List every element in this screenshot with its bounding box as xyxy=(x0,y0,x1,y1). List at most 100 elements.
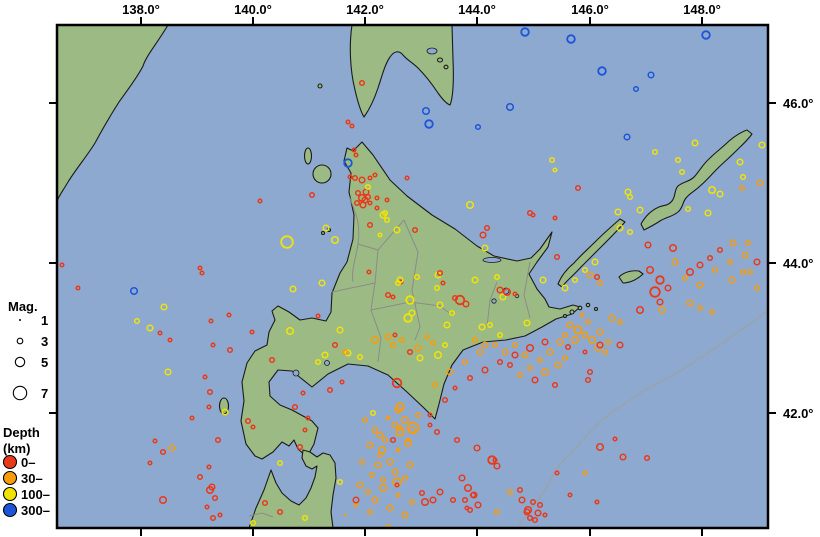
earthquake-marker xyxy=(366,221,374,229)
earthquake-marker xyxy=(421,106,431,116)
earthquake-marker xyxy=(443,321,451,329)
legend-depth-circle-0 xyxy=(2,454,18,470)
earthquake-marker xyxy=(493,508,501,516)
earthquake-marker xyxy=(369,409,377,417)
earthquake-marker xyxy=(189,415,195,421)
earthquake-marker xyxy=(330,235,340,245)
earthquake-marker xyxy=(210,342,216,348)
earthquake-marker xyxy=(521,351,529,359)
earthquake-marker xyxy=(696,261,704,269)
earthquake-marker xyxy=(739,173,747,181)
earthquake-marker xyxy=(736,158,744,166)
earthquake-marker xyxy=(158,495,168,505)
earthquake-marker xyxy=(516,371,524,379)
axis-labels: 138.0° 140.0° 142.0° 144.0° 146.0° 148.0… xyxy=(122,2,813,421)
earthquake-marker xyxy=(711,266,719,274)
earthquake-marker xyxy=(401,511,409,519)
earthquake-marker xyxy=(291,403,299,411)
earthquake-marker xyxy=(408,498,416,506)
earthquake-marker xyxy=(579,312,585,318)
earthquake-marker xyxy=(619,453,627,461)
island-rishiri xyxy=(312,164,332,184)
earthquake-marker xyxy=(244,417,252,425)
earthquake-marker xyxy=(469,491,477,499)
earthquake-marker xyxy=(554,361,562,369)
earthquake-marker xyxy=(366,269,372,275)
earthquake-marker xyxy=(738,184,746,192)
earthquake-marker xyxy=(427,422,433,428)
earthquake-marker xyxy=(644,241,652,249)
earthquake-marker xyxy=(553,253,561,261)
earthquake-marker xyxy=(378,483,388,493)
earthquake-marker xyxy=(511,351,519,359)
earthquake-marker xyxy=(597,66,607,76)
earthquake-marker xyxy=(668,243,678,253)
earthquake-marker xyxy=(474,123,482,131)
earthquake-marker xyxy=(541,338,549,346)
lon-label-140: 140.0° xyxy=(234,2,272,17)
earthquake-marker xyxy=(523,508,531,516)
lake-saroma xyxy=(482,257,502,263)
earthquake-marker xyxy=(395,447,401,453)
earthquake-marker xyxy=(364,488,372,496)
earthquake-marker xyxy=(395,402,405,412)
earthquake-marker xyxy=(536,501,544,509)
earthquake-marker xyxy=(614,208,622,216)
earthquake-marker xyxy=(389,341,397,349)
earthquake-marker xyxy=(451,294,459,302)
earthquake-marker xyxy=(377,232,383,238)
earthquake-marker xyxy=(351,147,357,153)
island-rebun xyxy=(303,147,313,165)
earthquake-marker xyxy=(561,354,569,362)
earthquake-marker xyxy=(511,341,519,349)
earthquake-marker xyxy=(448,309,456,317)
earthquake-marker xyxy=(353,199,361,207)
earthquake-marker xyxy=(664,284,672,292)
earthquake-marker xyxy=(391,377,403,389)
earthquake-marker xyxy=(643,454,651,462)
earthquake-marker xyxy=(636,206,644,214)
earthquake-marker xyxy=(645,265,655,275)
earthquake-marker xyxy=(461,496,469,504)
earthquake-marker xyxy=(593,273,601,281)
earthquake-marker xyxy=(446,368,454,376)
earthquake-marker xyxy=(655,275,665,285)
earthquake-marker xyxy=(359,201,367,209)
earthquake-marker xyxy=(418,489,426,497)
earthquake-marker xyxy=(285,326,295,336)
earthquake-marker xyxy=(289,285,297,293)
earthquake-marker xyxy=(398,336,406,344)
earthquake-marker xyxy=(393,226,401,234)
earthquake-marker xyxy=(466,374,474,382)
earthquake-marker xyxy=(526,514,534,522)
earthquake-marker xyxy=(358,458,366,466)
earthquake-marker xyxy=(405,437,411,443)
earthquake-marker xyxy=(226,312,232,318)
earthquake-marker xyxy=(461,358,469,366)
earthquake-marker xyxy=(546,348,554,356)
earthquake-marker xyxy=(314,358,322,366)
lakes xyxy=(292,47,520,377)
landmass-sakhalin xyxy=(349,25,454,118)
earthquake-marker xyxy=(649,286,661,298)
earthquake-marker xyxy=(353,152,359,158)
earthquake-marker xyxy=(384,197,390,203)
earthquake-marker xyxy=(523,505,533,515)
earthquake-marker xyxy=(343,513,347,517)
earthquake-marker xyxy=(221,408,229,416)
earthquake-marker xyxy=(211,494,219,502)
earthquake-marker xyxy=(493,462,501,470)
earthquake-marker xyxy=(566,34,576,44)
earthquake-marker xyxy=(626,228,634,236)
earthquake-marker xyxy=(601,348,609,356)
lon-label-148: 148.0° xyxy=(683,2,721,17)
earthquake-marker xyxy=(526,209,534,217)
earthquake-marker xyxy=(249,329,255,335)
axis-ticks xyxy=(49,17,776,536)
earthquake-marker xyxy=(391,421,399,429)
lake-sakhalin-lagoon xyxy=(426,47,438,55)
earthquake-marker xyxy=(424,334,430,340)
earthquake-marker xyxy=(202,374,208,380)
legend-mag-circle-5 xyxy=(14,356,26,368)
earthquake-marker xyxy=(315,313,321,319)
